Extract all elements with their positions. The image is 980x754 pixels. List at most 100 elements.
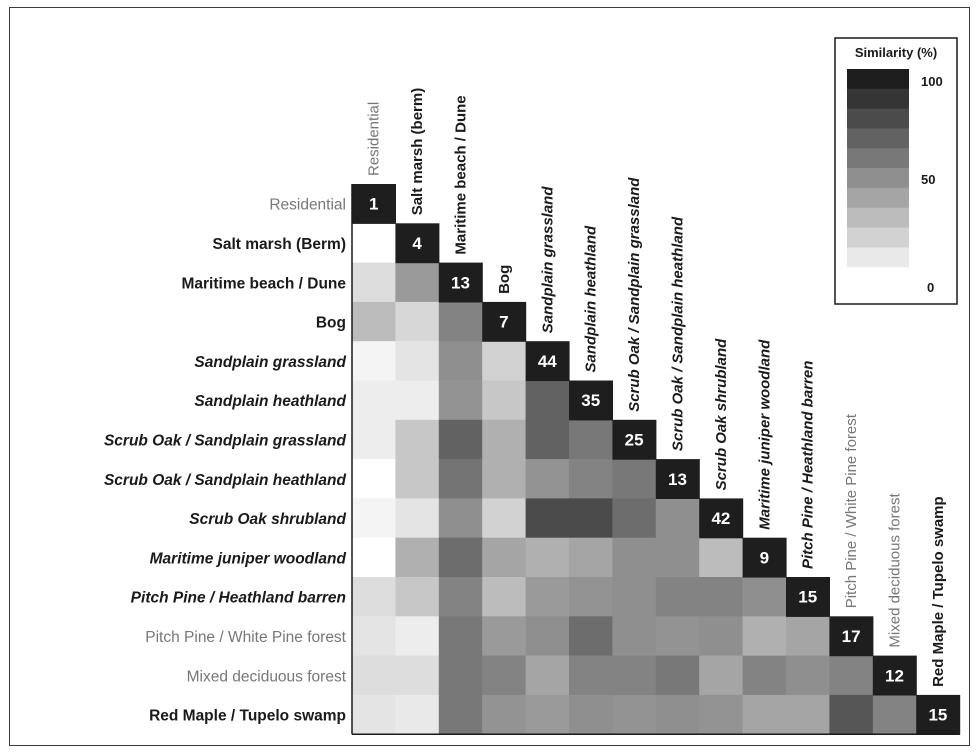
row-label-13: Red Maple / Tupelo swamp (149, 708, 346, 725)
heatmap-cell-9-3 (482, 537, 527, 578)
heatmap-cell-7-6 (612, 459, 657, 499)
heatmap-cell-7-1 (395, 459, 440, 499)
heatmap-cell-7-2 (438, 459, 483, 499)
heatmap-cell-7-0 (352, 459, 396, 499)
heatmap-cell-8-3 (482, 498, 527, 539)
heatmap-cell-10-7 (655, 577, 700, 617)
heatmap-cell-13-1 (395, 694, 440, 735)
legend-swatch-7 (847, 207, 909, 228)
heatmap-cell-10-9 (742, 577, 787, 617)
heatmap-cell-3-0 (352, 301, 396, 342)
heatmap-cell-1-0 (352, 223, 396, 264)
row-label-8: Scrub Oak shrubland (189, 511, 346, 528)
legend-swatch-1 (847, 88, 909, 110)
column-label-1: Salt marsh (berm) (409, 88, 426, 216)
legend-swatch-0 (847, 69, 909, 90)
row-label-3: Bog (316, 315, 346, 332)
diagonal-cell-0 (352, 184, 396, 224)
heatmap-cell-9-2 (438, 537, 483, 578)
legend-swatch-10 (847, 267, 909, 288)
heatmap-cell-12-1 (395, 655, 440, 696)
heatmap-cell-12-4 (525, 655, 570, 696)
heatmap-cell-4-2 (438, 341, 483, 382)
row-label-2: Maritime beach / Dune (181, 275, 346, 292)
row-label-4: Sandplain grassland (194, 354, 346, 371)
heatmap-cell-9-0 (352, 537, 396, 578)
heatmap-cell-12-8 (699, 655, 744, 696)
heatmap-cell-11-6 (612, 616, 657, 657)
legend-swatch-5 (847, 168, 909, 189)
diagonal-value-1: 4 (412, 234, 422, 253)
heatmap-cell-12-7 (655, 655, 700, 696)
diagonal-cell-8 (699, 498, 744, 539)
heatmap-cell-2-1 (395, 262, 440, 303)
heatmap-cell-13-4 (525, 694, 570, 735)
column-label-6: Scrub Oak / Sandplain grassland (626, 177, 643, 412)
heatmap-cell-7-5 (569, 459, 613, 499)
diagonal-cell-6 (612, 419, 657, 460)
heatmap-cell-6-0 (352, 419, 396, 460)
heatmap-cell-8-6 (612, 498, 657, 539)
chart-frame: 1 4 13 7 44 35 25 13 42 9 15 17 12 15 Residential Salt… (9, 7, 970, 746)
legend-swatch-9 (847, 247, 909, 268)
heatmap-cell-11-4 (525, 616, 570, 657)
heatmap-cell-13-2 (438, 694, 483, 735)
heatmap-cell-11-2 (438, 616, 483, 657)
diagonal-value-5: 35 (581, 391, 600, 410)
diagonal-value-13: 15 (928, 706, 947, 725)
row-label-6: Scrub Oak / Sandplain grassland (104, 432, 347, 449)
heatmap-cell-10-1 (395, 577, 440, 617)
row-label-7: Scrub Oak / Sandplain heathland (104, 472, 347, 489)
heatmap-cell-13-3 (482, 694, 527, 735)
legend-tick-label-100: 100 (921, 74, 943, 89)
legend-swatch-3 (847, 128, 909, 149)
heatmap-cell-4-3 (482, 341, 527, 382)
heatmap-cell-7-3 (482, 459, 527, 499)
diagonal-cell-12 (872, 655, 917, 696)
diagonal-cell-1 (395, 223, 440, 264)
heatmap-cell-5-1 (395, 380, 440, 421)
heatmap-cell-13-7 (655, 694, 700, 735)
heatmap-cell-10-6 (612, 577, 657, 617)
heatmap-cell-13-12 (872, 694, 917, 735)
heatmap-cell-13-6 (612, 694, 657, 735)
diagonal-cell-7 (655, 459, 700, 499)
heatmap-cell-6-5 (569, 419, 613, 460)
row-label-10: Pitch Pine / Heathland barren (131, 590, 346, 607)
diagonal-value-11: 17 (842, 627, 861, 646)
heatmap-cell-10-3 (482, 577, 527, 617)
column-label-12: Mixed deciduous forest (887, 493, 904, 648)
heatmap-cell-11-3 (482, 616, 527, 657)
diagonal-value-7: 13 (668, 470, 687, 489)
column-label-9: Maritime juniper woodland (756, 339, 773, 530)
row-label-5: Sandplain heathland (194, 393, 346, 410)
heatmap-cell-6-3 (482, 419, 527, 460)
heatmap-cell-9-8 (699, 537, 744, 578)
row-label-12: Mixed deciduous forest (187, 668, 347, 685)
heatmap-cell-11-7 (655, 616, 700, 657)
heatmap-cell-12-5 (569, 655, 613, 696)
heatmap-cell-6-1 (395, 419, 440, 460)
diagonal-value-4: 44 (538, 352, 557, 371)
diagonal-cell-9 (742, 537, 787, 578)
heatmap-cell-3-2 (438, 301, 483, 342)
column-label-2: Maritime beach / Dune (453, 95, 470, 254)
heatmap-cell-8-5 (569, 498, 613, 539)
axes (351, 184, 960, 735)
column-label-4: Sandplain grassland (539, 186, 556, 334)
row-label-11: Pitch Pine / White Pine forest (145, 629, 346, 646)
column-label-10: Pitch Pine / Heathland barren (800, 361, 817, 569)
row-labels: Residential Salt marsh (Berm) Maritime bea… (104, 197, 347, 725)
legend-swatch-4 (847, 148, 909, 169)
heatmap-cell-13-11 (829, 694, 874, 735)
heatmap-cell-13-8 (699, 694, 744, 735)
heatmap-cell-8-0 (352, 498, 396, 539)
diagonal-value-2: 13 (451, 273, 470, 292)
legend: Similarity (%) 100 50 0 (834, 37, 958, 305)
heatmap-cell-11-9 (742, 616, 787, 657)
heatmap-cell-13-5 (569, 694, 613, 735)
diagonal-value-0: 1 (369, 195, 378, 214)
heatmap-cell-5-4 (525, 380, 570, 421)
legend-title: Similarity (%) (855, 45, 937, 60)
similarity-heatmap: 1 4 13 7 44 35 25 13 42 9 15 17 12 15 Residential Salt… (104, 37, 961, 735)
